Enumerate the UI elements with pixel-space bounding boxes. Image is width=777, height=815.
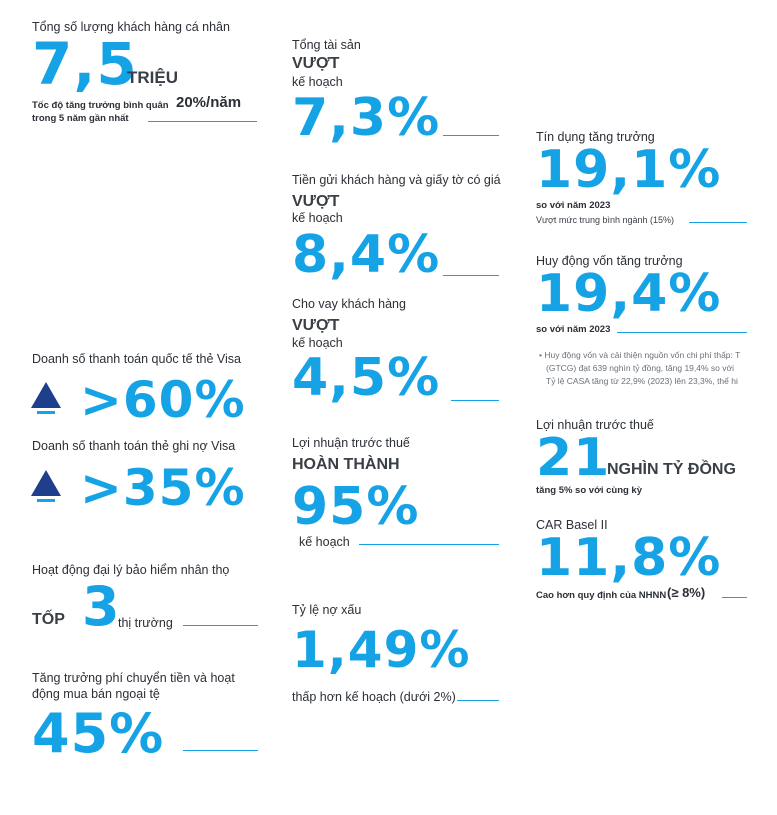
profit-value: 21: [536, 428, 611, 488]
funding-bullet-line3: Tỷ lệ CASA tăng từ 22,9% (2023) lên 23,3…: [546, 376, 738, 386]
credit-sub: so với năm 2023: [536, 200, 611, 211]
assets-status: VƯỢT: [292, 55, 340, 72]
divider-line: [617, 332, 747, 333]
divider-line: [183, 750, 258, 751]
divider-line: [722, 597, 747, 598]
divider-line: [359, 544, 499, 545]
visa-debit-label: Doanh số thanh toán thẻ ghi nợ Visa: [32, 439, 236, 453]
assets-label: Tổng tài sản: [292, 38, 361, 52]
car-sub-prefix: Cao hơn quy định của NHNN: [536, 590, 667, 601]
funding-bullet-line2: (GTCG) đạt 639 nghìn tỷ đồng, tăng 19,4%…: [546, 363, 734, 373]
profit-label: Lợi nhuận trước thuế: [536, 418, 654, 432]
divider-line: [443, 275, 499, 276]
customers-label: Tổng số lượng khách hàng cá nhân: [32, 20, 230, 34]
deposits-sub: kế hoạch: [292, 211, 343, 225]
insurance-prefix: TỐP: [32, 611, 65, 628]
funding-value: 19,4%: [536, 264, 722, 324]
divider-line: [148, 121, 257, 122]
profit-unit: NGHÌN TỶ ĐỒNG: [607, 461, 736, 478]
profit-plan-status: HOÀN THÀNH: [292, 456, 400, 473]
deposits-status: VƯỢT: [292, 193, 340, 210]
profit-sub: tăng 5% so với cùng kỳ: [536, 485, 643, 496]
profit-plan-label: Lợi nhuận trước thuế: [292, 436, 410, 450]
npl-value: 1,49%: [292, 621, 471, 679]
fees-label-line1: Tăng trưởng phí chuyển tiền và hoạt: [32, 671, 235, 685]
car-value: 11,8%: [536, 528, 722, 588]
car-sub-value: (≥ 8%): [667, 585, 706, 600]
assets-sub: kế hoạch: [292, 75, 343, 89]
credit-note: Vượt mức trung bình ngành (15%): [536, 215, 675, 225]
customers-growth-prefix: Tốc độ tăng trưởng bình quân: [32, 100, 169, 111]
customers-unit: TRIỆU: [127, 68, 178, 87]
fees-value: 45%: [32, 702, 165, 765]
loans-sub: kế hoạch: [292, 336, 343, 350]
visa-intl-label: Doanh số thanh toán quốc tế thẻ Visa: [32, 352, 241, 366]
divider-line: [443, 135, 499, 136]
divider-line: [457, 700, 499, 701]
insurance-value: 3: [82, 575, 121, 638]
divider-line: [689, 222, 747, 223]
credit-label: Tín dụng tăng trưởng: [536, 130, 655, 144]
loans-status: VƯỢT: [292, 317, 340, 334]
funding-bullet-line1: • Huy động vốn và cải thiện nguồn vốn ch…: [539, 350, 741, 360]
funding-label: Huy động vốn tăng trưởng: [536, 254, 683, 268]
divider-line: [451, 400, 499, 401]
visa-intl-value: >60%: [80, 371, 246, 429]
insurance-label: Hoạt động đại lý bảo hiểm nhân thọ: [32, 563, 230, 577]
loans-label: Cho vay khách hàng: [292, 297, 406, 311]
customers-value: 7,5: [32, 30, 138, 98]
divider-line: [183, 625, 258, 626]
npl-sub: thấp hơn kế hoạch (dưới 2%): [292, 690, 456, 704]
credit-value: 19,1%: [536, 140, 722, 200]
profit-plan-sub: kế hoạch: [299, 535, 350, 549]
profit-plan-value: 95%: [292, 477, 420, 537]
insurance-suffix: thị trường: [118, 616, 173, 630]
npl-label: Tỷ lệ nợ xấu: [292, 603, 362, 617]
up-arrow-icon: [31, 382, 61, 414]
car-label: CAR Basel II: [536, 518, 608, 532]
visa-debit-value: >35%: [80, 459, 246, 517]
loans-value: 4,5%: [292, 348, 441, 408]
fees-label-line2: động mua bán ngoại tệ: [32, 687, 160, 701]
deposits-value: 8,4%: [292, 225, 441, 285]
deposits-label: Tiền gửi khách hàng và giấy tờ có giá: [292, 173, 501, 187]
funding-sub: so với năm 2023: [536, 324, 611, 335]
assets-value: 7,3%: [292, 88, 441, 148]
up-arrow-icon: [31, 470, 61, 502]
customers-growth-value: 20%/năm: [176, 94, 242, 111]
customers-growth-suffix: trong 5 năm gần nhất: [32, 113, 129, 124]
